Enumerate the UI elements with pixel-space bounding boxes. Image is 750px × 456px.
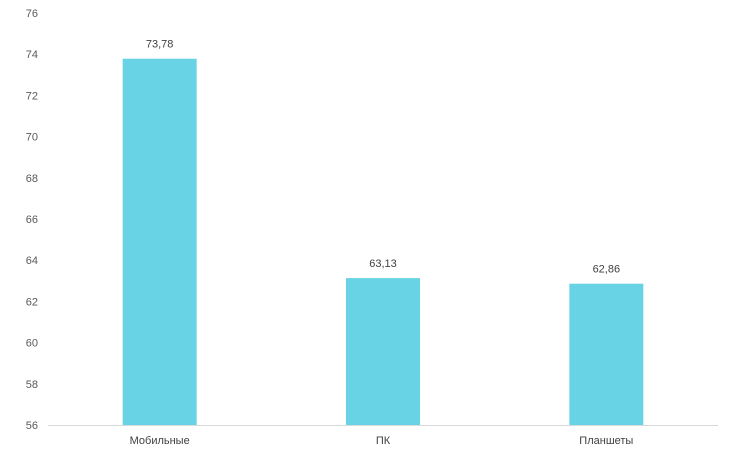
category-label: ПК	[376, 435, 391, 447]
y-tick-label: 64	[26, 255, 38, 267]
y-tick-label: 72	[26, 90, 38, 102]
y-tick-label: 60	[26, 338, 38, 350]
y-tick-label: 58	[26, 379, 38, 391]
y-tick-label: 70	[26, 132, 38, 144]
category-label: Планшеты	[579, 435, 633, 447]
bar	[122, 58, 197, 426]
y-tick-label: 76	[26, 8, 38, 20]
y-tick-label: 66	[26, 214, 38, 226]
data-label: 73,78	[146, 39, 174, 51]
y-axis-ticks: 56 58 60 62 64 66 68 70 72 74 76	[26, 8, 38, 432]
y-tick-label: 68	[26, 173, 38, 185]
x-axis-categories: Мобильные ПК Планшеты	[130, 435, 634, 447]
y-tick-label: 62	[26, 296, 38, 308]
y-tick-label: 56	[26, 420, 38, 432]
category-label: Мобильные	[130, 435, 190, 447]
data-label: 63,13	[369, 258, 397, 270]
data-label: 62,86	[593, 264, 621, 276]
bar	[346, 278, 420, 425]
y-tick-label: 74	[26, 49, 38, 61]
bars: 73,78 63,13 62,86	[122, 39, 644, 426]
bar	[569, 283, 644, 425]
